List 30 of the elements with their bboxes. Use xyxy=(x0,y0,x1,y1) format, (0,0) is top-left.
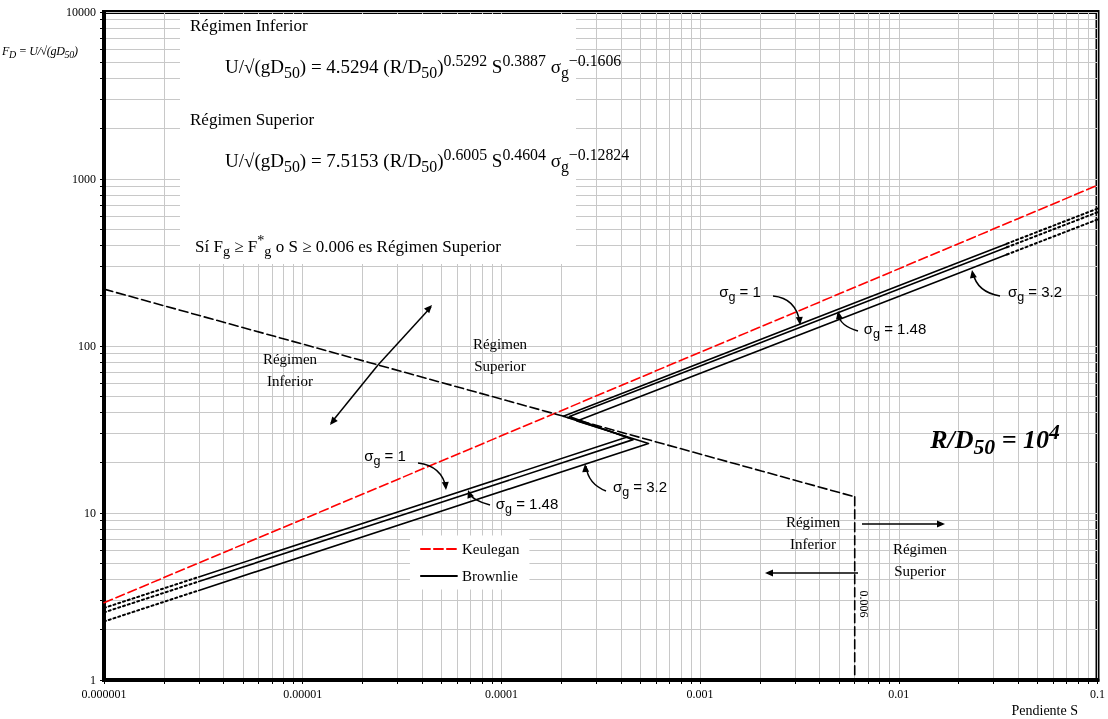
y-axis-title: F$_{D}$ = U/√(gD$_{50}$) xyxy=(2,44,78,61)
annotation: Régimen Superior xyxy=(891,540,949,581)
annotation: Régimen Inferior xyxy=(261,350,319,391)
x-tick-label: 0.001 xyxy=(686,687,714,701)
annotation: Régimen Superior xyxy=(190,110,315,130)
x-axis-title: Pendiente S xyxy=(1011,703,1078,719)
annotation: σ$_{g}$ = 1.48 xyxy=(495,494,559,516)
x-tick-label: 0.01 xyxy=(888,687,910,701)
legend-label: Keulegan xyxy=(461,541,520,558)
y-tick-label: 1000 xyxy=(72,172,96,186)
y-tick-label: 100 xyxy=(78,339,96,353)
annotation: Régimen Superior xyxy=(471,335,529,376)
x-tick-label: 0.00001 xyxy=(283,687,323,701)
annotation: σ$_{g}$ = 1 xyxy=(364,446,406,468)
annotation: Régimen Inferior xyxy=(784,513,842,554)
annotation: R/D$_{50}$ = 10$^{4}$ xyxy=(930,419,1060,461)
annotation: Régimen Inferior xyxy=(190,16,308,36)
annotation: 0.006 xyxy=(855,590,871,618)
y-tick-label: 1 xyxy=(90,673,96,687)
y-tick-label: 10000 xyxy=(66,5,96,19)
annotation: Sí F$_{g}$ ≥ F$^{*}$$_{g}$ o S ≥ 0.006 es Régimen Superior xyxy=(195,232,501,261)
x-tick-label: 0.0001 xyxy=(484,687,518,701)
annotation: σ$_{g}$ = 3.2 xyxy=(612,477,668,499)
annotation: σ$_{g}$ = 1.48 xyxy=(863,319,927,341)
annotation: σ$_{g}$ = 3.2 xyxy=(1007,282,1063,304)
x-tick-label: 0.1 xyxy=(1090,687,1105,701)
x-tick-label: 0.000001 xyxy=(81,687,127,701)
legend-label: Brownlie xyxy=(461,568,519,585)
annotation: σ$_{g}$ = 1 xyxy=(719,282,761,304)
y-tick-label: 10 xyxy=(84,506,96,520)
